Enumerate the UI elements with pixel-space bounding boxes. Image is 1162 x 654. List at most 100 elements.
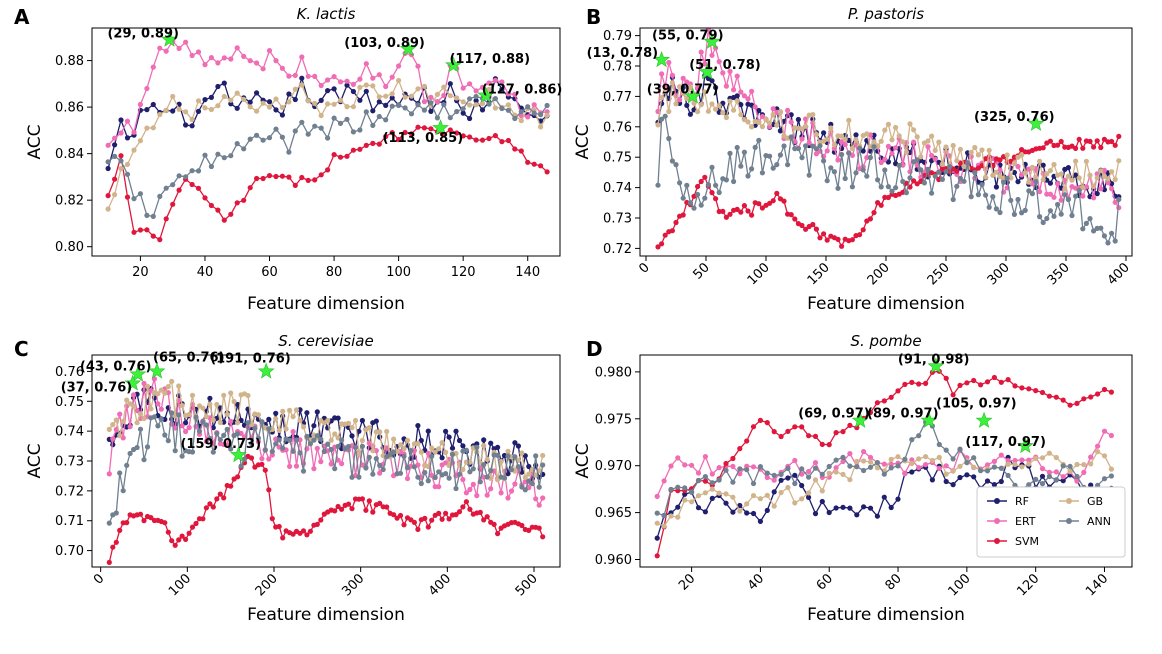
data-point: [269, 516, 275, 522]
x-tick-label: 140: [515, 265, 540, 280]
data-point: [991, 458, 998, 464]
data-point: [682, 485, 688, 491]
data-point: [328, 446, 334, 453]
data-point: [792, 457, 798, 464]
data-point: [280, 408, 286, 414]
data-point: [429, 453, 435, 459]
data-point: [488, 468, 494, 474]
data-point: [677, 180, 683, 186]
data-point: [370, 75, 376, 81]
data-point: [228, 101, 234, 107]
data-point: [383, 93, 389, 99]
data-point: [443, 471, 449, 477]
data-point: [110, 544, 116, 550]
data-point: [389, 74, 395, 80]
data-point: [318, 436, 324, 442]
data-point: [312, 73, 318, 79]
data-point: [176, 383, 182, 389]
data-point: [943, 478, 949, 485]
data-point: [484, 474, 490, 480]
data-point: [971, 474, 977, 480]
data-point: [163, 107, 169, 113]
data-point: [835, 185, 841, 191]
data-point: [467, 469, 473, 475]
data-point: [756, 119, 762, 126]
data-point: [1012, 461, 1018, 468]
data-point: [799, 424, 805, 430]
data-point: [833, 505, 839, 511]
data-point: [1087, 138, 1093, 144]
data-point: [421, 99, 427, 105]
best-point-star-icon: [432, 119, 450, 136]
x-tick-label: 100: [166, 571, 194, 599]
data-point: [1015, 179, 1021, 185]
data-point: [1044, 215, 1050, 222]
data-point: [486, 86, 492, 92]
data-point: [1033, 388, 1039, 394]
data-point: [357, 127, 363, 133]
data-point: [157, 111, 163, 118]
data-point: [234, 105, 240, 111]
data-point: [318, 82, 324, 89]
data-point: [344, 116, 350, 122]
data-point: [964, 460, 970, 466]
data-point: [106, 426, 112, 432]
data-point: [428, 126, 434, 132]
data-point: [1005, 377, 1011, 383]
data-point: [680, 212, 686, 218]
data-point: [857, 232, 863, 238]
data-point: [909, 469, 915, 475]
data-point: [939, 161, 946, 167]
data-point: [526, 471, 532, 477]
data-point: [964, 472, 970, 478]
data-point: [909, 379, 915, 385]
data-point: [456, 509, 463, 515]
data-point: [689, 489, 695, 495]
data-point: [259, 419, 265, 425]
plot-frame: [91, 354, 561, 568]
data-point: [460, 466, 466, 473]
data-point: [792, 424, 798, 430]
panel-b: B P. pastoris 0.72 0.73 0.74 0.75 0.76 0.77 0.78…: [573, 5, 1133, 314]
data-point: [1051, 161, 1057, 168]
data-point: [508, 488, 515, 494]
data-point: [228, 56, 234, 62]
data-point: [280, 535, 286, 541]
y-tick-label: 0.71: [55, 514, 84, 529]
data-point: [325, 167, 331, 173]
data-point: [737, 466, 743, 472]
data-point: [943, 144, 949, 150]
data-point: [248, 440, 255, 447]
data-point: [835, 236, 841, 242]
data-point: [1069, 177, 1075, 183]
data-point: [1060, 463, 1066, 469]
data-point: [767, 200, 773, 206]
data-point: [716, 477, 722, 483]
data-point: [785, 162, 791, 168]
data-point: [792, 480, 798, 487]
panel-d: D S. pombe 0.960 0.965 0.970 0.975 0.980 20 40 60…: [573, 332, 1133, 625]
data-point: [531, 161, 537, 167]
data-point: [186, 425, 192, 431]
data-point: [305, 73, 311, 79]
data-point: [195, 108, 202, 114]
data-point: [881, 494, 887, 500]
y-tick-label: 0.73: [55, 455, 84, 470]
data-point: [276, 523, 282, 530]
y-axis-label: ACC: [573, 443, 593, 478]
data-point: [659, 71, 665, 77]
data-point: [1080, 185, 1086, 191]
data-point: [221, 392, 227, 398]
data-point: [515, 443, 522, 449]
data-point: [1053, 394, 1059, 400]
data-point: [1039, 455, 1046, 461]
data-point: [1065, 196, 1071, 203]
y-tick-label: 0.78: [603, 60, 632, 75]
data-point: [120, 488, 126, 494]
data-point: [1058, 197, 1064, 203]
data-point: [286, 99, 292, 105]
data-point: [241, 197, 247, 203]
data-point: [661, 513, 667, 519]
x-tick-label: 500: [513, 571, 541, 599]
